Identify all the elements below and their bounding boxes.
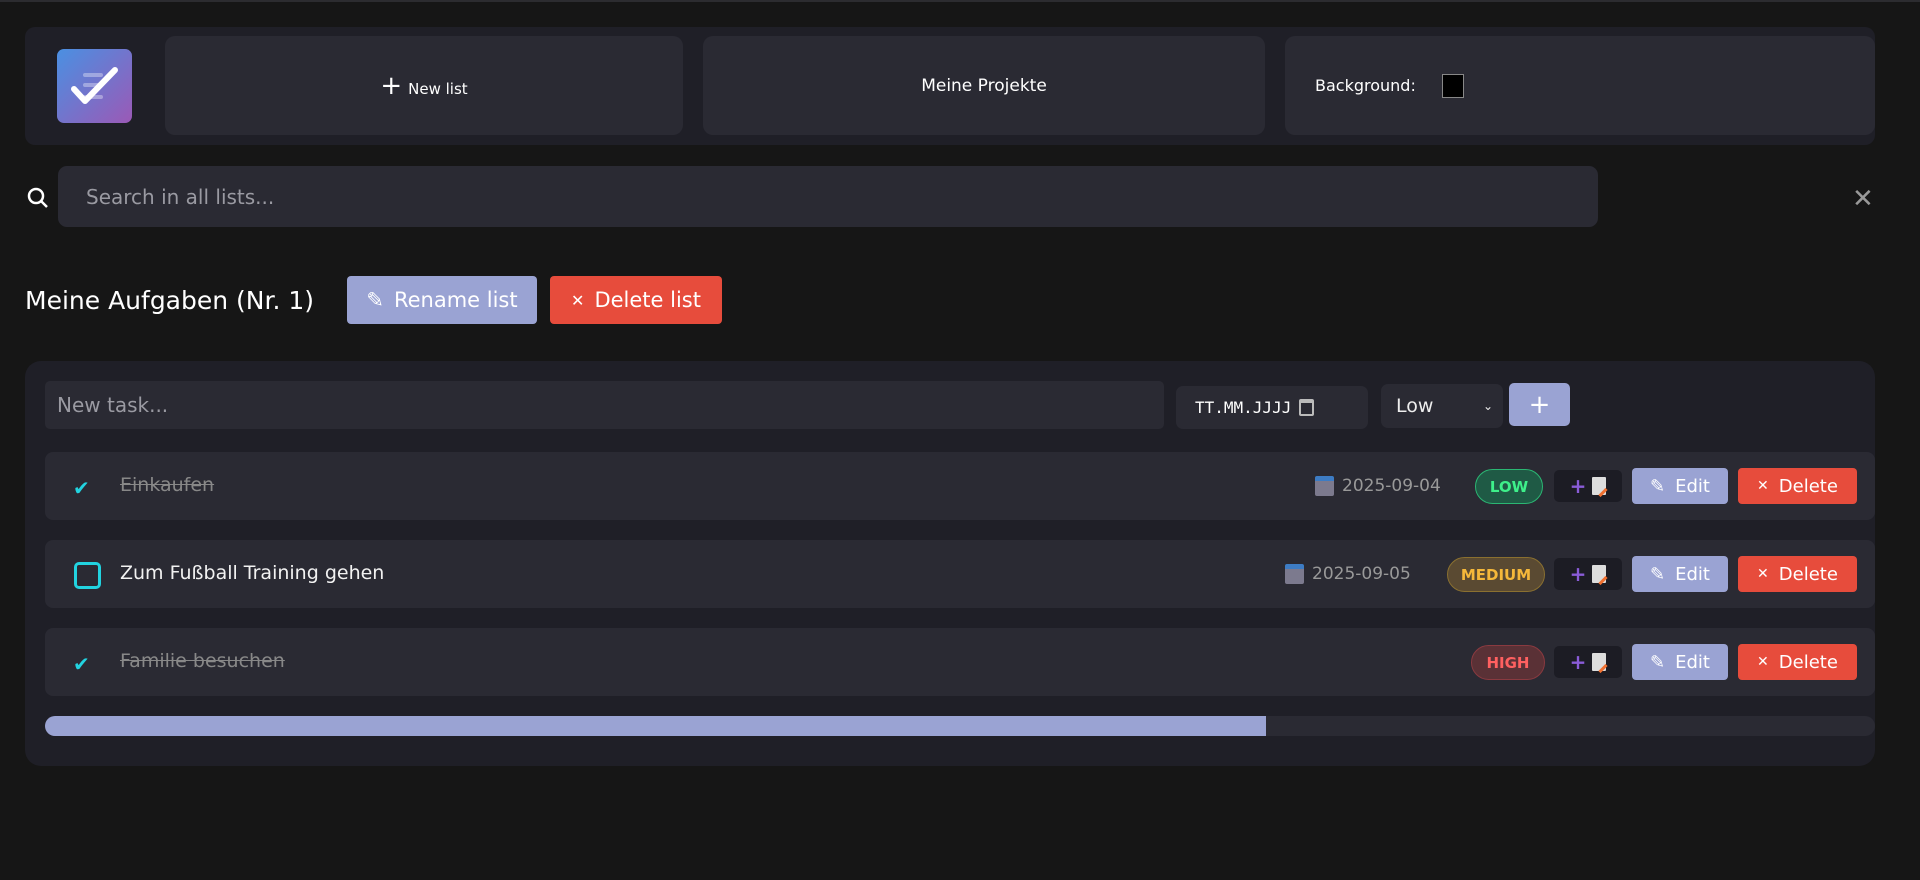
task-row: Zum Fußball Training gehen 2025-09-05 ME… (45, 540, 1875, 608)
date-placeholder: TT.MM.JJJJ (1195, 398, 1292, 417)
task-text: Familie besuchen (120, 650, 285, 672)
priority-badge: LOW (1475, 469, 1543, 504)
plus-icon: + (1569, 474, 1587, 498)
task-checkbox-checked[interactable]: ✔ (73, 476, 90, 500)
pencil-icon: ✎ (366, 288, 384, 312)
priority-value: Low (1396, 395, 1434, 417)
delete-task-button[interactable]: ✕ Delete (1738, 556, 1857, 592)
delete-task-button[interactable]: ✕ Delete (1738, 644, 1857, 680)
add-label: + (1528, 389, 1551, 420)
note-icon (1592, 653, 1607, 671)
new-list-button[interactable]: + New list (165, 36, 683, 135)
pencil-icon: ✎ (1650, 651, 1666, 673)
new-task-input[interactable] (45, 381, 1164, 429)
project-label: Meine Projekte (921, 75, 1047, 96)
window-top-border (0, 0, 1920, 2)
due-text: 2025-09-04 (1342, 476, 1441, 496)
delete-label: Delete (1778, 563, 1838, 585)
edit-task-button[interactable]: ✎ Edit (1632, 556, 1728, 592)
task-due-date: 2025-09-05 (1285, 564, 1411, 584)
priority-badge: MEDIUM (1447, 557, 1545, 592)
delete-list-button[interactable]: ✕ Delete list (550, 276, 722, 324)
plus-icon: + (380, 70, 403, 101)
calendar-icon (1285, 564, 1304, 584)
task-checkbox-checked[interactable]: ✔ (73, 652, 90, 676)
edit-label: Edit (1675, 563, 1710, 585)
background-color-picker[interactable] (1441, 73, 1464, 98)
note-icon (1592, 565, 1607, 583)
task-text: Einkaufen (120, 474, 215, 496)
task-row: ✔ Einkaufen 2025-09-04 LOW + ✎ Edit ✕ Dele… (45, 452, 1875, 520)
pencil-icon: ✎ (1650, 563, 1666, 585)
search-icon (27, 187, 48, 208)
task-text: Zum Fußball Training gehen (120, 562, 385, 584)
rename-list-button[interactable]: ✎ Rename list (347, 276, 537, 324)
delete-task-button[interactable]: ✕ Delete (1738, 468, 1857, 504)
list-title: Meine Aufgaben (Nr. 1) (25, 286, 315, 315)
background-setting: Background: (1285, 36, 1875, 135)
due-date-input[interactable]: TT.MM.JJJJ (1176, 386, 1368, 429)
pencil-icon: ✎ (1650, 475, 1666, 497)
close-icon: ✕ (1757, 478, 1769, 494)
priority-select[interactable]: Low ⌄ (1381, 384, 1503, 428)
plus-icon: + (1569, 650, 1587, 674)
progress-bar (45, 716, 1875, 736)
checkmark-logo-icon (70, 67, 118, 104)
delete-label: Delete list (594, 288, 701, 312)
new-list-label: New list (408, 79, 468, 98)
edit-task-button[interactable]: ✎ Edit (1632, 644, 1728, 680)
edit-label: Edit (1675, 475, 1710, 497)
app-logo (57, 49, 132, 123)
close-icon: ✕ (1757, 566, 1769, 582)
add-subtask-note-button[interactable]: + (1554, 470, 1622, 502)
background-label: Background: (1315, 76, 1416, 95)
add-subtask-note-button[interactable]: + (1554, 646, 1622, 678)
task-due-date: 2025-09-04 (1315, 476, 1441, 496)
due-text: 2025-09-05 (1312, 564, 1411, 584)
close-icon: ✕ (571, 290, 585, 310)
chevron-down-icon: ⌄ (1482, 399, 1493, 413)
task-checkbox[interactable] (74, 562, 101, 589)
add-task-button[interactable]: + (1509, 383, 1570, 426)
delete-label: Delete (1778, 651, 1838, 673)
add-subtask-note-button[interactable]: + (1554, 558, 1622, 590)
delete-label: Delete (1778, 475, 1838, 497)
project-selector[interactable]: Meine Projekte (703, 36, 1265, 135)
clear-search-icon[interactable]: ✕ (1852, 184, 1874, 214)
priority-badge: HIGH (1471, 645, 1545, 680)
note-icon (1592, 477, 1607, 495)
close-icon: ✕ (1757, 654, 1769, 670)
calendar-icon (1315, 476, 1334, 496)
progress-fill (45, 716, 1266, 736)
edit-task-button[interactable]: ✎ Edit (1632, 468, 1728, 504)
task-row: ✔ Familie besuchen HIGH + ✎ Edit ✕ Delete (45, 628, 1875, 696)
edit-label: Edit (1675, 651, 1710, 673)
plus-icon: + (1569, 562, 1587, 586)
calendar-icon[interactable] (1299, 399, 1315, 416)
rename-label: Rename list (393, 288, 518, 312)
search-input[interactable] (58, 166, 1598, 227)
